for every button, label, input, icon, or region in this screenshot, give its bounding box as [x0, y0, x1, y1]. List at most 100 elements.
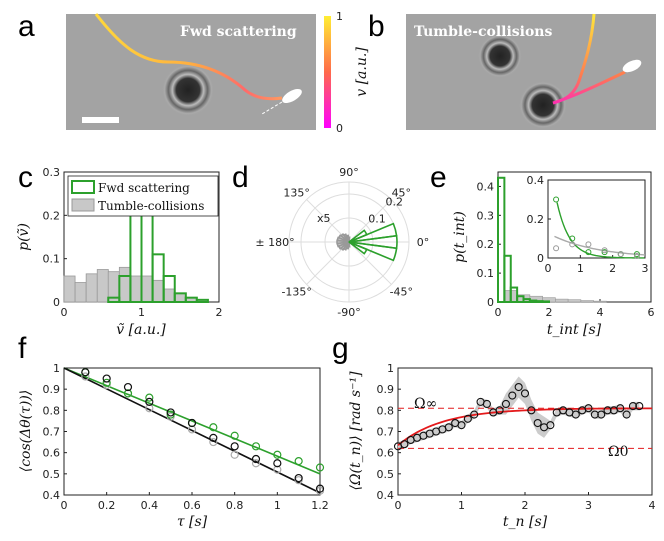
- scale-bar: [82, 117, 119, 123]
- inset-point-green: [553, 196, 560, 203]
- polar-angle-label: 135°: [283, 187, 310, 200]
- bar-fwd: [509, 286, 519, 303]
- point-gray: [273, 465, 282, 474]
- panel-e-xtick-label: 0: [495, 306, 502, 319]
- colorbar-min: 0: [336, 122, 343, 135]
- green-fit: [63, 367, 321, 475]
- legend-swatch-fwd: [71, 180, 95, 194]
- polar-angle-label: 0°: [417, 236, 430, 249]
- data-point: [463, 414, 472, 423]
- point-green: [273, 450, 282, 459]
- point-black: [81, 368, 90, 377]
- bar-tumble: [85, 273, 98, 303]
- inset-frame: [547, 179, 646, 259]
- polar-angle-label: -135°: [281, 285, 311, 298]
- polar-angle-label: -90°: [337, 306, 360, 319]
- bar-tumble: [141, 275, 153, 303]
- fit-curve: [397, 407, 653, 446]
- panel-f-xlabel: τ [s]: [177, 514, 208, 530]
- polar-angle-label: ± 180°: [255, 236, 294, 249]
- polar-radial-label: 0.1: [368, 213, 386, 226]
- point-gray: [230, 450, 239, 459]
- inset-point-gray: [569, 241, 576, 248]
- colorbar-max: 1: [336, 10, 343, 23]
- panel-e-xtick-label: 2: [546, 306, 553, 319]
- panel-e-ytick-label: 0.2: [477, 238, 495, 251]
- panel-g-ytick-label: 0.6: [377, 447, 395, 460]
- colorbar: 1 0 v [a.u.]: [324, 10, 370, 135]
- panel-c-ytick-label: 0.2: [43, 209, 61, 222]
- polar-angle-label: 45°: [392, 187, 412, 200]
- inset-xtick-label: 2: [609, 262, 616, 275]
- inset-xtick-label: 0: [545, 262, 552, 275]
- panel-g-xtick-label: 0: [395, 499, 402, 512]
- bar-fwd: [541, 300, 550, 303]
- point-black: [294, 473, 303, 483]
- inset-point-gray: [601, 247, 608, 254]
- panel-c-ytick-label: 0: [53, 296, 60, 309]
- panel-f-xtick-label: 0.6: [183, 499, 201, 512]
- data-point: [616, 404, 625, 413]
- panel-c-ytick-label: 0.1: [43, 253, 61, 266]
- bar-tumble: [63, 275, 76, 303]
- panel-c-xtick-label: 2: [216, 306, 223, 319]
- inset-ytick-label: 0: [537, 252, 544, 265]
- bar-fwd: [195, 298, 209, 304]
- data-point: [533, 418, 542, 428]
- inset-point-green: [585, 249, 592, 256]
- point-gray: [251, 459, 261, 468]
- panel-label-c: c: [18, 161, 33, 194]
- panel-c-histogram: p(ṽ) ṽ [a.u.] 0 1 2 0 0.1 0.2 0.3 Fwd scatteri…: [16, 166, 223, 338]
- inset-ytick-label: 0.2: [527, 213, 545, 226]
- bar-tumble: [130, 275, 142, 303]
- legend-label-fwd: Fwd scattering: [98, 181, 190, 195]
- omega-inf-label: Ω∞: [414, 396, 437, 412]
- panel-g-ylabel: ⟨Ω(t_n)⟩ [rad s⁻¹]: [348, 371, 364, 491]
- panel-g-xtick-label: 1: [458, 499, 465, 512]
- bar-tumble: [96, 269, 109, 303]
- inset-fit-gray: [554, 235, 646, 256]
- point-green: [145, 393, 154, 402]
- panel-g-ytick-label: 0.7: [377, 426, 395, 439]
- data-point: [444, 423, 453, 432]
- bar-tumble: [152, 279, 165, 303]
- point-black: [187, 418, 197, 428]
- inset-point-gray: [633, 253, 640, 260]
- point-black: [123, 382, 133, 392]
- panel-label-f: f: [18, 332, 27, 365]
- panel-f-ytick-label: 0.8: [43, 404, 61, 417]
- panel-e-ylabel: p(t_int): [452, 211, 468, 263]
- panel-e-xlabel: t_int [s]: [547, 322, 602, 338]
- polar-sector-tumble: [347, 241, 351, 248]
- black-fit: [63, 367, 321, 494]
- data-point: [622, 410, 631, 419]
- polar-angle-label: 90°: [339, 166, 359, 179]
- data-point: [546, 421, 555, 430]
- point-black: [315, 484, 325, 493]
- data-point: [527, 406, 536, 415]
- panel-f-xtick-label: 0.2: [98, 499, 116, 512]
- omega-0-label: Ω0: [608, 444, 629, 460]
- bar-tumble: [174, 292, 187, 303]
- panel-c-legend: Fwd scattering Tumble-collisions: [67, 175, 219, 217]
- panel-g-line: ⟨Ω(t_n)⟩ [rad s⁻¹] t_n [s] 0 1 2 3 4 0.4 0.5 0.…: [348, 362, 656, 530]
- panel-e-ytick-label: 0.3: [477, 209, 495, 222]
- point-black: [209, 433, 218, 442]
- panel-f-ytick-label: 0.7: [43, 426, 61, 439]
- point-gray: [187, 425, 197, 434]
- point-green: [251, 442, 261, 451]
- point-gray: [145, 404, 154, 413]
- bar-fwd: [503, 254, 512, 303]
- panel-c-xtick-label: 1: [138, 306, 145, 319]
- data-point: [590, 410, 599, 419]
- panel-f-xtick-label: 1.2: [311, 499, 329, 512]
- point-green: [315, 463, 325, 472]
- inset-ytick-label: 0.4: [527, 174, 545, 187]
- data-point: [457, 421, 466, 430]
- panel-e-ytick-label: 0: [487, 296, 494, 309]
- point-gray: [81, 372, 90, 381]
- panel-g-xtick-label: 3: [585, 499, 592, 512]
- panel-g-ytick-label: 0.8: [377, 404, 395, 417]
- bar-tumble: [555, 298, 569, 303]
- data-point: [508, 391, 517, 400]
